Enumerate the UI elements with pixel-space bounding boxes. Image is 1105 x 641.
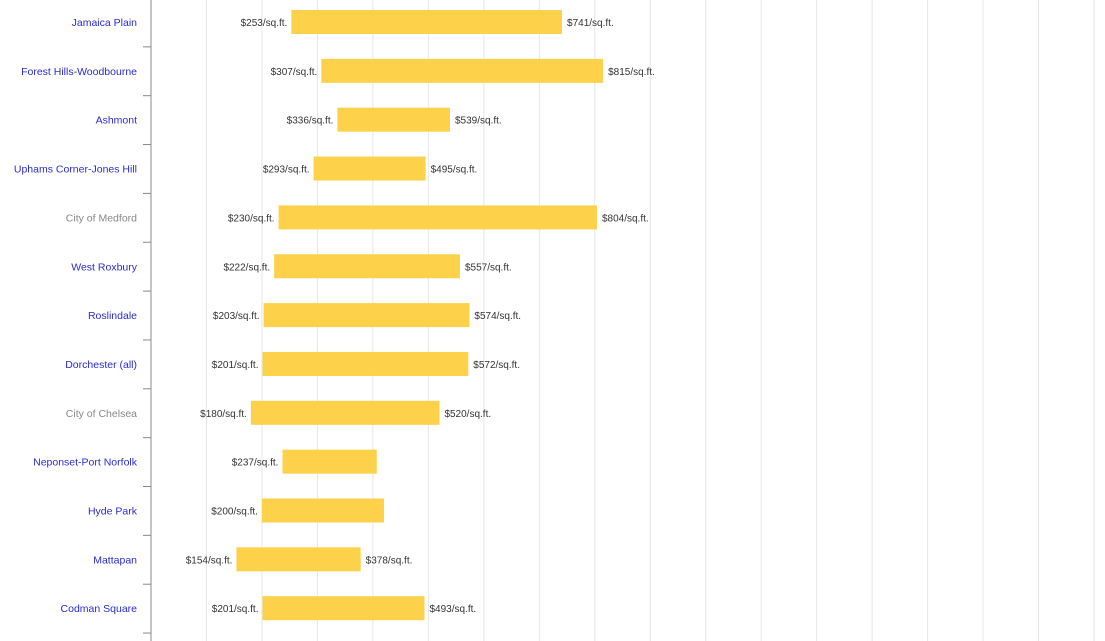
- low-value-label: $222/sq.ft.: [223, 262, 270, 273]
- high-value-label: $804/sq.ft.: [602, 213, 649, 224]
- high-value-label: $539/sq.ft.: [455, 116, 502, 127]
- low-value-label: $154/sq.ft.: [186, 555, 233, 566]
- low-value-label: $200/sq.ft.: [211, 507, 258, 518]
- range-bar: [282, 449, 377, 474]
- high-value-label: $741/sq.ft.: [567, 18, 614, 29]
- high-value-label: $572/sq.ft.: [473, 360, 520, 371]
- high-value-label: $815/sq.ft.: [608, 67, 655, 78]
- range-bar: [236, 547, 361, 572]
- high-value-label: $557/sq.ft.: [465, 262, 512, 273]
- range-bar: [321, 58, 604, 83]
- range-bar: [291, 10, 563, 34]
- high-value-label: $520/sq.ft.: [444, 409, 491, 420]
- category-label[interactable]: Roslindale: [88, 310, 137, 322]
- category-label[interactable]: Uphams Corner-Jones Hill: [14, 164, 137, 176]
- category-label: City of Medford: [66, 212, 137, 224]
- low-value-label: $237/sq.ft.: [232, 458, 279, 469]
- category-label: City of Chelsea: [66, 408, 137, 420]
- range-bar: [250, 400, 440, 425]
- range-bar: [261, 498, 384, 523]
- category-label[interactable]: Jamaica Plain: [72, 17, 138, 29]
- category-label[interactable]: Dorchester (all): [65, 359, 137, 371]
- category-label[interactable]: Hyde Park: [88, 506, 138, 518]
- category-label[interactable]: West Roxbury: [71, 261, 137, 273]
- range-bar: [278, 205, 597, 230]
- category-label[interactable]: Neponset-Port Norfolk: [33, 457, 138, 469]
- range-bar: [274, 254, 460, 279]
- range-bar: [313, 156, 426, 181]
- high-value-label: $574/sq.ft.: [474, 311, 521, 322]
- low-value-label: $230/sq.ft.: [228, 213, 275, 224]
- low-value-label: $293/sq.ft.: [263, 165, 310, 176]
- low-value-label: $201/sq.ft.: [212, 604, 259, 615]
- low-value-label: $307/sq.ft.: [271, 67, 318, 78]
- category-label[interactable]: Codman Square: [61, 603, 138, 615]
- range-bar: [262, 596, 425, 621]
- range-bar: [263, 303, 470, 328]
- range-bar: [337, 107, 450, 132]
- low-value-label: $180/sq.ft.: [200, 409, 247, 420]
- low-value-label: $336/sq.ft.: [287, 116, 334, 127]
- high-value-label: $378/sq.ft.: [366, 555, 413, 566]
- low-value-label: $253/sq.ft.: [241, 18, 288, 29]
- high-value-label: $493/sq.ft.: [429, 604, 476, 615]
- category-label[interactable]: Forest Hills-Woodbourne: [21, 66, 137, 78]
- category-label[interactable]: Mattapan: [93, 554, 137, 566]
- high-value-label: $495/sq.ft.: [431, 165, 478, 176]
- low-value-label: $203/sq.ft.: [213, 311, 260, 322]
- low-value-label: $201/sq.ft.: [212, 360, 259, 371]
- category-label[interactable]: Ashmont: [96, 115, 138, 127]
- range-bar: [262, 351, 469, 376]
